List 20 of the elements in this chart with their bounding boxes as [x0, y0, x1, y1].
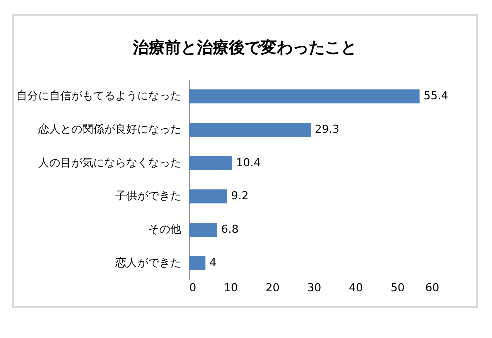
x-tick-label: 50 [390, 282, 405, 294]
x-tick-label: 20 [266, 282, 280, 294]
x-tick-label: 10 [224, 282, 238, 294]
x-tick-label: 30 [308, 282, 322, 294]
y-tick-label: 恋人との関係が良好になった [38, 123, 182, 136]
data-label: 10.4 [236, 156, 261, 170]
x-tick-label: 60 [426, 282, 440, 294]
y-tick-label: 人の目が気にならなくなった [38, 156, 182, 170]
y-tick-label: 自分に自信がもてるようになった [16, 90, 182, 103]
y-tick-label: 恋人ができた [114, 256, 182, 270]
x-tick-label: 40 [349, 282, 364, 294]
data-label: 9.2 [231, 190, 249, 203]
x-tick-label: 0 [190, 282, 196, 294]
y-tick-label: 子供ができた [116, 190, 182, 203]
data-label: 6.8 [221, 223, 239, 236]
data-label: 4 [210, 256, 217, 270]
chart-title: 治療前と治療後で変わったこと [132, 38, 358, 59]
data-label: 55.4 [424, 90, 448, 103]
data-label: 29.3 [315, 123, 340, 136]
y-tick-label: その他 [148, 223, 182, 236]
